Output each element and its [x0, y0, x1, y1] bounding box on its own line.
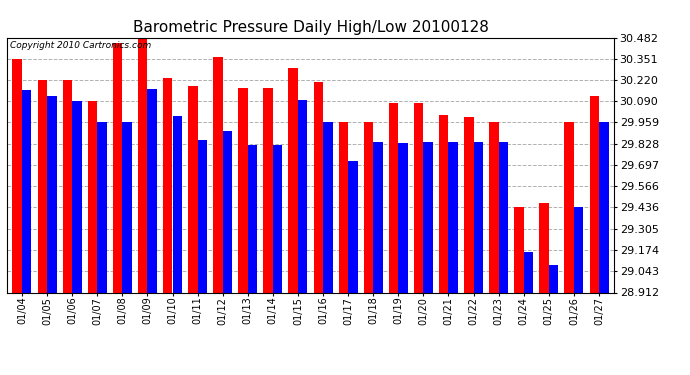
Bar	[172, 116, 182, 292]
Bar	[288, 68, 298, 292]
Bar	[540, 204, 549, 292]
Bar	[112, 43, 122, 292]
Bar	[364, 122, 373, 292]
Bar	[348, 161, 357, 292]
Bar	[238, 88, 248, 292]
Bar	[414, 103, 424, 292]
Bar	[88, 101, 97, 292]
Bar	[72, 101, 81, 292]
Bar	[448, 142, 458, 292]
Bar	[388, 103, 398, 292]
Bar	[37, 80, 47, 292]
Bar	[499, 142, 509, 292]
Bar	[339, 122, 348, 292]
Bar	[599, 122, 609, 292]
Bar	[524, 252, 533, 292]
Bar	[97, 122, 107, 292]
Bar	[223, 131, 233, 292]
Title: Barometric Pressure Daily High/Low 20100128: Barometric Pressure Daily High/Low 20100…	[132, 20, 489, 35]
Bar	[473, 142, 483, 292]
Bar	[549, 265, 558, 292]
Bar	[122, 122, 132, 292]
Bar	[163, 78, 172, 292]
Bar	[188, 86, 197, 292]
Bar	[273, 145, 282, 292]
Bar	[439, 115, 449, 292]
Bar	[47, 96, 57, 292]
Bar	[464, 117, 473, 292]
Bar	[248, 145, 257, 292]
Bar	[12, 59, 22, 292]
Bar	[564, 122, 574, 292]
Bar	[213, 57, 223, 292]
Bar	[22, 90, 32, 292]
Bar	[398, 143, 408, 292]
Bar	[574, 207, 584, 292]
Bar	[489, 122, 499, 292]
Bar	[138, 38, 148, 292]
Bar	[63, 80, 72, 292]
Bar	[148, 89, 157, 292]
Bar	[323, 122, 333, 292]
Bar	[313, 82, 323, 292]
Text: Copyright 2010 Cartronics.com: Copyright 2010 Cartronics.com	[10, 41, 151, 50]
Bar	[373, 142, 383, 292]
Bar	[424, 142, 433, 292]
Bar	[197, 140, 207, 292]
Bar	[264, 88, 273, 292]
Bar	[298, 99, 308, 292]
Bar	[589, 96, 599, 292]
Bar	[514, 207, 524, 292]
